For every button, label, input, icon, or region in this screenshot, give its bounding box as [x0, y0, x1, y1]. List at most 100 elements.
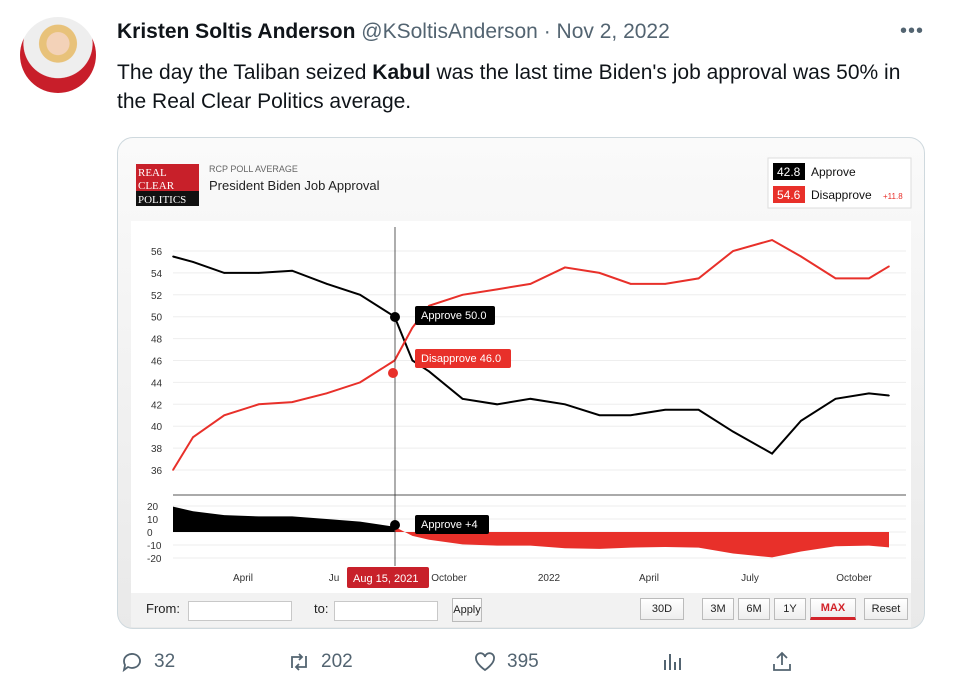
series-line-disapprove	[172, 238, 890, 471]
retweet-button[interactable]: 202	[287, 650, 353, 674]
author-handle[interactable]: @KSoltisAnderson	[361, 20, 538, 43]
legend: 42.8 Approve 54.6 Disapprove +11.8	[767, 157, 912, 209]
data-point-disapprove	[732, 250, 734, 252]
data-point-approve	[529, 398, 532, 400]
data-point-approve	[461, 398, 464, 400]
analytics-icon	[664, 654, 681, 670]
data-point-approve	[411, 359, 414, 362]
spread-area-approve	[173, 506, 395, 532]
y-tick-label: 46	[151, 357, 163, 368]
svg-text:CLEAR: CLEAR	[138, 180, 175, 192]
y-tick-label: 52	[151, 291, 163, 302]
spread-y-tick-label: 10	[147, 515, 159, 526]
data-point-approve	[771, 452, 773, 455]
spread-y-tick-label: -10	[147, 541, 162, 552]
data-point-disapprove	[257, 403, 260, 406]
legend-approve-value: 42.8	[777, 165, 801, 179]
tooltip-date: Aug 15, 2021	[347, 567, 429, 588]
range-button-max[interactable]: MAX	[810, 598, 856, 620]
reply-icon	[122, 653, 141, 673]
apply-button[interactable]: Apply	[452, 598, 482, 622]
x-tick-label: 2022	[538, 573, 561, 584]
data-point-approve	[834, 398, 837, 400]
x-tick-label: Ju	[329, 573, 340, 584]
range-button-30d[interactable]: 30D	[640, 598, 684, 620]
approve-marker	[390, 312, 400, 322]
y-tick-label: 40	[151, 422, 163, 433]
data-point-approve	[564, 403, 566, 406]
y-tick-label: 42	[151, 400, 163, 411]
data-point-disapprove	[664, 283, 666, 285]
data-point-approve	[257, 272, 260, 274]
range-button-3m[interactable]: 3M	[702, 598, 734, 620]
data-point-approve	[291, 269, 293, 272]
data-point-disapprove	[411, 326, 414, 329]
legend-approve-label: Approve	[811, 165, 856, 179]
avatar[interactable]	[20, 17, 96, 93]
share-button[interactable]	[770, 650, 794, 674]
data-point-approve	[800, 419, 802, 422]
chart-kicker: RCP POLL AVERAGE	[209, 164, 298, 174]
more-icon[interactable]: •••	[900, 20, 925, 42]
svg-text:REAL: REAL	[138, 167, 167, 179]
data-point-disapprove	[800, 255, 802, 258]
tweet-date[interactable]: Nov 2, 2022	[556, 20, 670, 43]
tooltip-disapprove: Disapprove 46.0	[415, 349, 511, 368]
data-point-approve	[697, 408, 700, 411]
legend-disapprove-value: 54.6	[777, 188, 801, 202]
data-point-approve	[598, 414, 601, 417]
tooltip-spread: Approve +4	[415, 515, 489, 534]
views-button[interactable]	[660, 650, 684, 674]
range-button-reset[interactable]: Reset	[864, 598, 908, 620]
svg-text:Approve 50.0: Approve 50.0	[421, 310, 486, 322]
data-point-approve	[325, 283, 328, 285]
to-label: to:	[314, 601, 329, 616]
spread-y-tick-label: 0	[147, 528, 153, 539]
retweet-count: 202	[321, 651, 353, 672]
svg-text:Approve +4: Approve +4	[421, 519, 478, 531]
data-point-disapprove	[598, 272, 601, 274]
like-button[interactable]: 395	[473, 650, 539, 674]
data-point-disapprove	[496, 288, 498, 291]
data-point-disapprove	[834, 277, 837, 280]
legend-disapprove-label: Disapprove	[811, 188, 872, 202]
text-bold: Kabul	[372, 61, 431, 84]
like-count: 395	[507, 651, 539, 672]
y-tick-label: 50	[151, 313, 163, 324]
chart-image-card[interactable]: REAL CLEAR POLITICS RCP POLL AVERAGE Pre…	[117, 137, 925, 629]
tweet-header: Kristen Soltis Anderson @KSoltisAnderson…	[117, 20, 670, 44]
heart-icon	[475, 652, 495, 672]
data-point-approve	[664, 408, 666, 411]
data-point-approve	[359, 294, 361, 296]
y-tick-label: 56	[151, 247, 163, 258]
data-point-disapprove	[223, 414, 226, 417]
range-button-6m[interactable]: 6M	[738, 598, 770, 620]
reply-button[interactable]: 32	[120, 650, 175, 674]
range-button-1y[interactable]: 1Y	[774, 598, 806, 620]
data-point-approve	[868, 392, 870, 395]
from-input[interactable]	[188, 601, 292, 621]
to-input[interactable]	[334, 601, 438, 621]
spread-y-tick-label: 20	[147, 502, 159, 513]
tweet-text: The day the Taliban seized Kabul was the…	[117, 58, 917, 116]
svg-text:Aug 15, 2021: Aug 15, 2021	[353, 573, 418, 585]
data-point-disapprove	[564, 266, 566, 269]
series-line-approve	[172, 255, 890, 455]
x-tick-label: April	[233, 573, 253, 584]
data-point-disapprove	[172, 469, 174, 471]
tooltip-approve: Approve 50.0	[415, 306, 495, 325]
data-point-disapprove	[291, 401, 293, 403]
y-tick-label: 54	[151, 269, 163, 280]
legend-spread: +11.8	[883, 192, 903, 201]
data-point-disapprove	[868, 277, 870, 280]
data-point-approve	[172, 255, 174, 258]
data-point-disapprove	[629, 283, 632, 285]
retweet-icon	[291, 653, 307, 671]
data-point-approve	[732, 430, 734, 433]
data-point-approve	[428, 370, 430, 373]
chart-title: President Biden Job Approval	[209, 178, 380, 193]
data-point-disapprove	[461, 294, 464, 296]
data-point-approve	[223, 272, 226, 274]
separator: ·	[543, 20, 551, 43]
author-name[interactable]: Kristen Soltis Anderson	[117, 20, 356, 43]
